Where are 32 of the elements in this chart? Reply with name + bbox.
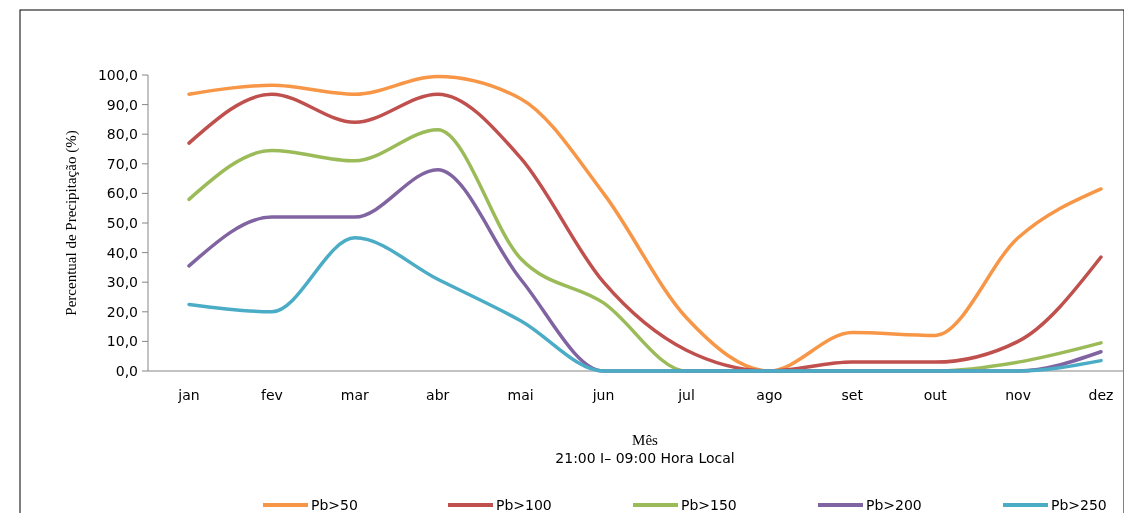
y-tick-label: 80,0 [106,126,138,143]
legend-label: Pb>150 [681,496,737,513]
x-tick-label: mar [340,387,370,403]
x-axis-title: Mês [632,432,659,448]
x-tick-label: ago [756,387,783,403]
y-tick-label: 70,0 [106,155,138,172]
legend-label: Pb>50 [311,496,358,513]
x-tick-label: set [841,387,864,403]
y-tick-label: 10,0 [106,333,138,350]
x-tick-label: nov [1005,387,1031,403]
x-tick-label: dez [1088,387,1114,403]
x-tick-label: jan [177,387,200,403]
text: 21:00 I– 09:00 Hora Local [555,450,735,466]
y-tick-label: 0,0 [115,362,138,379]
line-series [187,236,1103,373]
y-tick-label: 50,0 [106,214,138,231]
x-tick-label: mai [507,387,534,403]
y-axis-title: Percentual de Precipitação (%) [63,130,80,316]
legend-label: Pb>250 [1051,496,1107,513]
x-tick-label: fev [261,387,283,403]
x-tick-label: jun [591,387,615,403]
y-tick-label: 20,0 [106,303,138,320]
x-tick-label: abr [426,387,450,403]
x-tick-label: out [923,387,948,403]
x-tick-label: jul [677,387,695,403]
y-tick-label: 60,0 [106,185,138,202]
y-tick-label: 40,0 [106,244,138,261]
legend-label: Pb>100 [496,496,552,513]
y-tick-label: 100,0 [97,66,138,83]
legend-label: Pb>200 [866,496,922,513]
y-tick-label: 90,0 [106,96,138,113]
y-tick-label: 30,0 [106,274,138,291]
